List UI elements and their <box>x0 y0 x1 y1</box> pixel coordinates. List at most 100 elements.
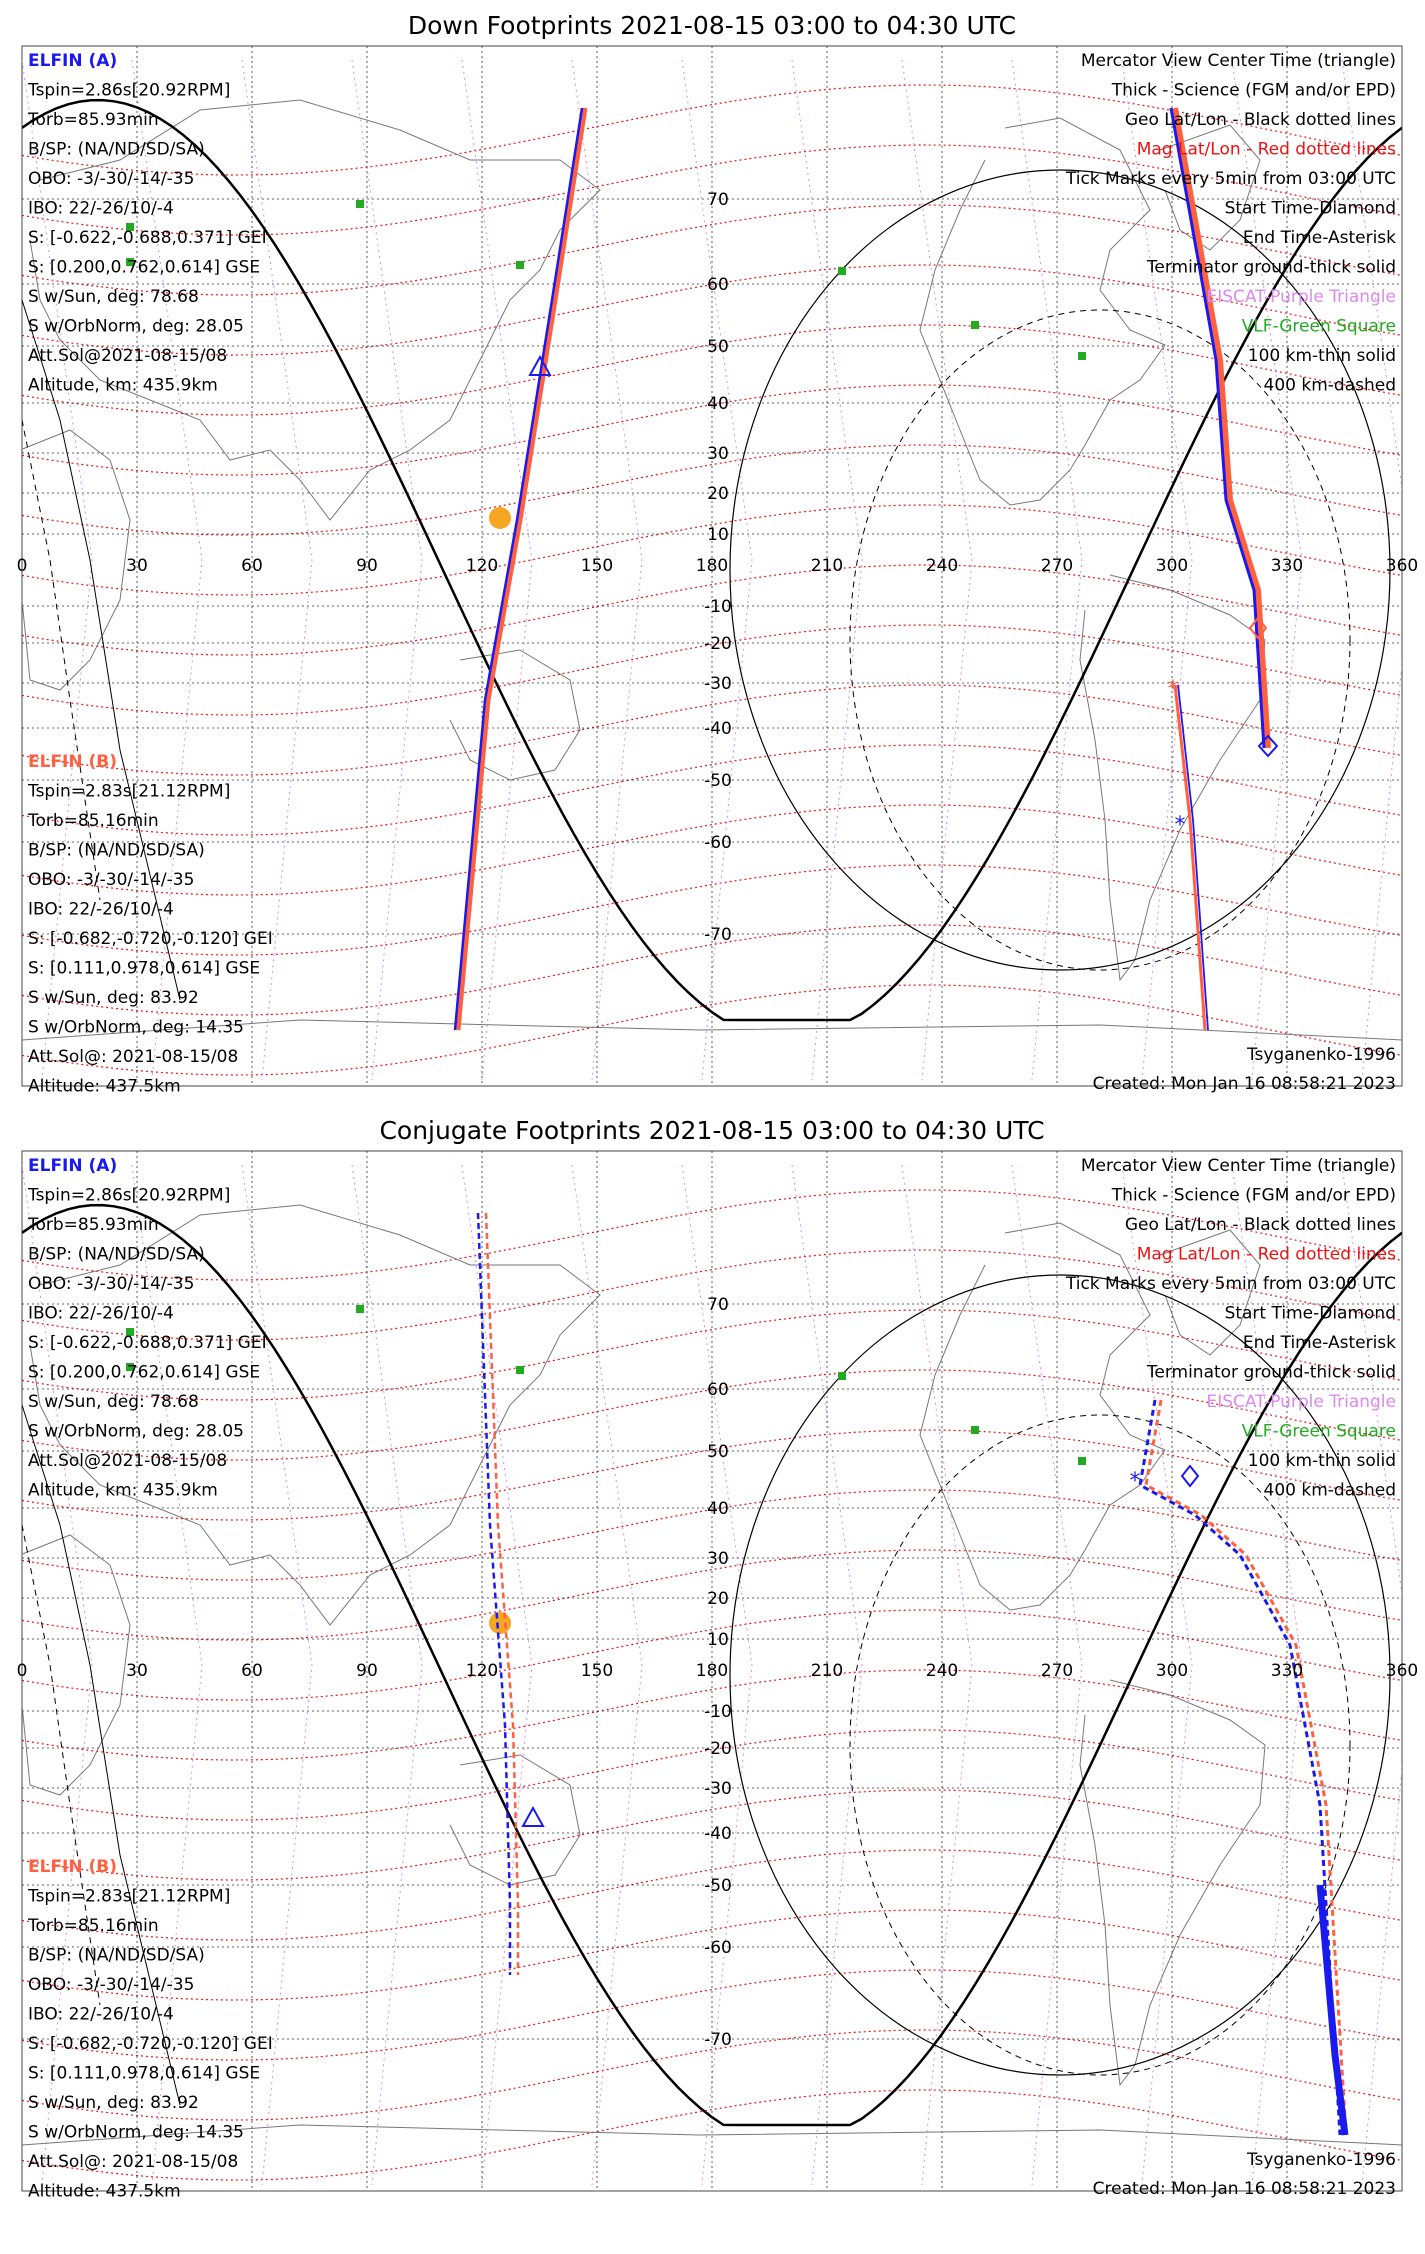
elfin-a-info-line: S w/OrbNorm, deg: 28.05 <box>28 317 244 337</box>
legend-line: Mag Lat/Lon - Red dotted lines <box>1137 140 1396 160</box>
lat-label: 70 <box>707 190 729 210</box>
mag-lon-line <box>1231 59 1303 1081</box>
legend-line: Terminator ground-thick solid <box>1146 1363 1396 1383</box>
mag-lat-line <box>22 1309 1402 1401</box>
legend-line: Thick - Science (FGM and/or EPD) <box>1111 1186 1396 1206</box>
terminator-100km-west <box>22 299 181 1001</box>
lon-label: 330 <box>1271 1661 1303 1681</box>
terminator-400km <box>849 1414 1351 2076</box>
mag-lon-line <box>461 1164 533 2186</box>
legend-line: End Time-Asterisk <box>1243 1333 1396 1353</box>
mag-lon-line <box>131 1164 203 2186</box>
lat-label: -20 <box>704 634 732 654</box>
vlf-station-marker <box>1078 352 1086 360</box>
elfin-b-info-line: Tspin=2.83s[21.12RPM] <box>27 1887 230 1907</box>
lon-label: 300 <box>1156 556 1188 576</box>
lon-label: 0 <box>17 1661 28 1681</box>
mag-lon-line <box>1121 59 1193 1081</box>
start-time-diamond-b <box>1248 616 1268 640</box>
mag-lat-line <box>22 1549 1402 1641</box>
coastline <box>919 1222 1166 1611</box>
subsolar-point <box>489 1612 511 1634</box>
mag-lon-line <box>241 1164 313 2186</box>
vlf-station-marker <box>126 258 134 266</box>
lon-label: 240 <box>926 1661 958 1681</box>
lat-label: -10 <box>704 1702 732 1722</box>
lon-label: 300 <box>1156 1661 1188 1681</box>
lon-label: 150 <box>581 556 613 576</box>
mag-lat-line <box>22 1489 1402 1581</box>
legend-line: 400 km-dashed <box>1264 376 1396 396</box>
mag-lat-line <box>22 2029 1402 2121</box>
lat-label: 50 <box>707 1442 729 1462</box>
mag-lat-line <box>22 204 1402 296</box>
lat-label: 40 <box>707 394 729 414</box>
terminator-100km <box>729 169 1391 971</box>
terminator-100km <box>729 1274 1391 2076</box>
elfin-a-info-line: Torb=85.93min <box>27 110 159 130</box>
elfin-a-info-line: S w/OrbNorm, deg: 28.05 <box>28 1422 244 1442</box>
legend-line: EISCAT-Purple Triangle <box>1206 1392 1396 1412</box>
mag-lon-line <box>901 1164 973 2186</box>
legend-line: Geo Lat/Lon - Black dotted lines <box>1125 1215 1396 1235</box>
model-label: Tsyganenko-1996 <box>1246 1045 1396 1065</box>
mag-lat-line <box>22 324 1402 416</box>
legend-line: Mercator View Center Time (triangle) <box>1081 1156 1396 1176</box>
mag-lon-line <box>1341 1164 1402 2186</box>
lat-label: -20 <box>704 1739 732 1759</box>
lat-label: 40 <box>707 1499 729 1519</box>
mag-lat-line <box>22 984 1402 1076</box>
elfin-b-track <box>484 1212 520 1975</box>
science-segment <box>1316 1884 1349 2136</box>
mag-lon-line <box>1011 1164 1083 2186</box>
coastline <box>22 1534 131 1796</box>
mag-lon-line <box>351 1164 423 2186</box>
end-time-asterisk: * <box>1175 813 1186 838</box>
elfin-a-info-line: Altitude, km: 435.9km <box>28 1481 218 1501</box>
elfin-b-info-line: S w/OrbNorm, deg: 14.35 <box>28 1018 244 1038</box>
vlf-station-marker <box>126 223 134 231</box>
legend-line: VLF-Green Square <box>1242 317 1396 337</box>
lat-label: -60 <box>704 833 732 853</box>
elfin-a-info-line: S: [0.200,0.762,0.614] GSE <box>28 258 260 278</box>
lon-label: 90 <box>356 556 378 576</box>
vlf-station-marker <box>838 1372 846 1380</box>
elfin-b-info-line: S w/Sun, deg: 83.92 <box>28 988 199 1008</box>
elfin-b-heading: ELFIN (B) <box>28 1857 117 1877</box>
vlf-station-marker <box>516 261 524 269</box>
mag-lon-line <box>681 1164 753 2186</box>
elfin-a-heading: ELFIN (A) <box>28 51 117 71</box>
lat-label: -40 <box>704 719 732 739</box>
mag-lat-line <box>22 1369 1402 1461</box>
legend-line: Mercator View Center Time (triangle) <box>1081 51 1396 71</box>
lat-label: -40 <box>704 1824 732 1844</box>
coastline <box>449 1754 581 1886</box>
legend-line: Tick Marks every 5min from 03:00 UTC <box>1065 169 1396 189</box>
start-time-diamond <box>1257 734 1279 758</box>
coastline <box>919 117 1166 506</box>
elfin-a-track <box>453 107 584 1031</box>
elfin-a-info-line: Tspin=2.86s[20.92RPM] <box>27 81 230 101</box>
center-time-triangle <box>521 1805 545 1827</box>
coastline <box>1079 1679 1266 2087</box>
mag-lon-line <box>241 59 313 1081</box>
elfin-a-info-line: OBO: -3/-30/-14/-35 <box>28 1274 194 1294</box>
mag-lat-line <box>22 684 1402 776</box>
elfin-b-info-line: Tspin=2.83s[21.12RPM] <box>27 782 230 802</box>
mag-lon-line <box>571 59 643 1081</box>
elfin-a-info-line: OBO: -3/-30/-14/-35 <box>28 169 194 189</box>
coastline <box>449 649 581 781</box>
lat-label: -50 <box>704 1876 732 1896</box>
lon-label: 60 <box>241 1661 263 1681</box>
legend-line: Start Time-Diamond <box>1225 199 1396 219</box>
lon-label: 30 <box>126 1661 148 1681</box>
legend-line: Geo Lat/Lon - Black dotted lines <box>1125 110 1396 130</box>
elfin-b-info-line: S: [-0.682,-0.720,-0.120] GEI <box>28 929 273 949</box>
elfin-b-info-line: S: [0.111,0.978,0.614] GSE <box>28 959 260 979</box>
mag-lat-line <box>22 1789 1402 1881</box>
elfin-b-info-line: Altitude: 437.5km <box>28 2182 181 2202</box>
lon-label: 330 <box>1271 556 1303 576</box>
terminator-400km-west <box>22 1524 101 2006</box>
created-timestamp: Created: Mon Jan 16 08:58:21 2023 <box>1093 1074 1396 1094</box>
